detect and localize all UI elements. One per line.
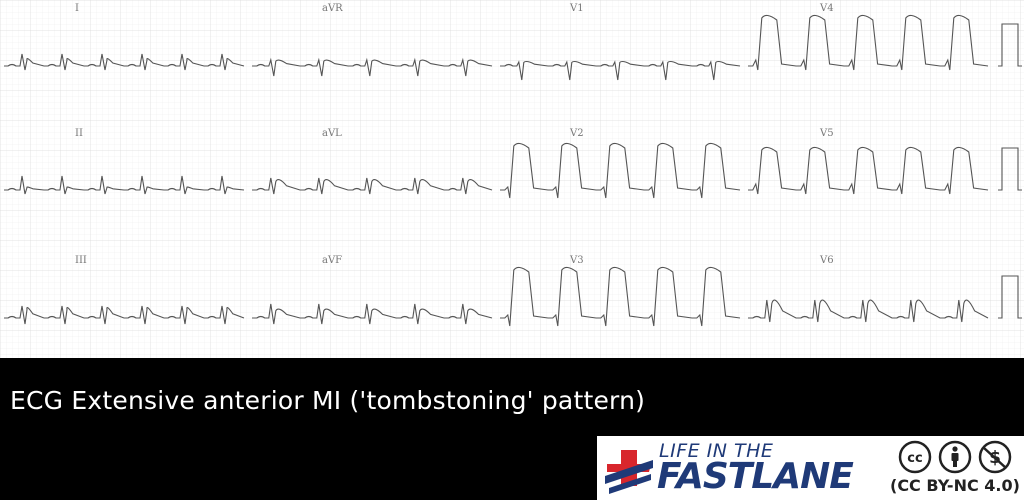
ecg-grid <box>0 0 1024 358</box>
lead-label-avr: aVR <box>322 3 343 14</box>
lead-label-v3: V3 <box>569 255 584 266</box>
trace-i <box>4 53 245 71</box>
trace-ii <box>4 175 245 195</box>
life-in-the-fastlane-logo: LIFE IN THE FASTLANE cc $ (CC BY-NC 4.0) <box>597 436 1024 500</box>
trace-v6 <box>748 299 989 323</box>
calibration-pulse <box>998 275 1022 319</box>
lead-label-i: I <box>75 3 79 14</box>
trace-iii <box>4 305 245 325</box>
lead-label-avl: aVL <box>322 128 342 139</box>
lead-label-v6: V6 <box>819 255 834 266</box>
trace-v2 <box>500 142 741 199</box>
lead-label-ii: II <box>75 128 83 139</box>
attribution-icon <box>938 440 972 474</box>
lead-label-v5: V5 <box>819 128 834 139</box>
lead-label-iii: III <box>75 255 87 266</box>
medical-cross-icon <box>605 450 653 494</box>
trace-avf <box>252 303 493 325</box>
creative-commons-icons: cc $ <box>898 440 1012 474</box>
trace-v5 <box>748 146 989 195</box>
calibration-pulse <box>998 23 1022 67</box>
non-commercial-icon: $ <box>978 440 1012 474</box>
lead-label-v1: V1 <box>569 3 584 14</box>
trace-avr <box>252 57 493 77</box>
license-text: (CC BY-NC 4.0) <box>890 476 1020 495</box>
trace-avl <box>252 177 493 195</box>
lead-label-v2: V2 <box>569 128 584 139</box>
cc-icon: cc <box>898 440 932 474</box>
svg-text:cc: cc <box>907 451 922 466</box>
calibration-pulse <box>998 147 1022 191</box>
lead-label-avf: aVF <box>322 255 342 266</box>
lead-label-v4: V4 <box>819 3 834 14</box>
image-caption: ECG Extensive anterior MI ('tombstoning'… <box>10 386 646 415</box>
logo-line-2: FASTLANE <box>657 456 854 497</box>
logo-line-1: LIFE IN THE <box>659 440 774 462</box>
trace-v3 <box>500 266 741 327</box>
trace-v4 <box>748 14 989 71</box>
trace-v1 <box>500 60 741 81</box>
